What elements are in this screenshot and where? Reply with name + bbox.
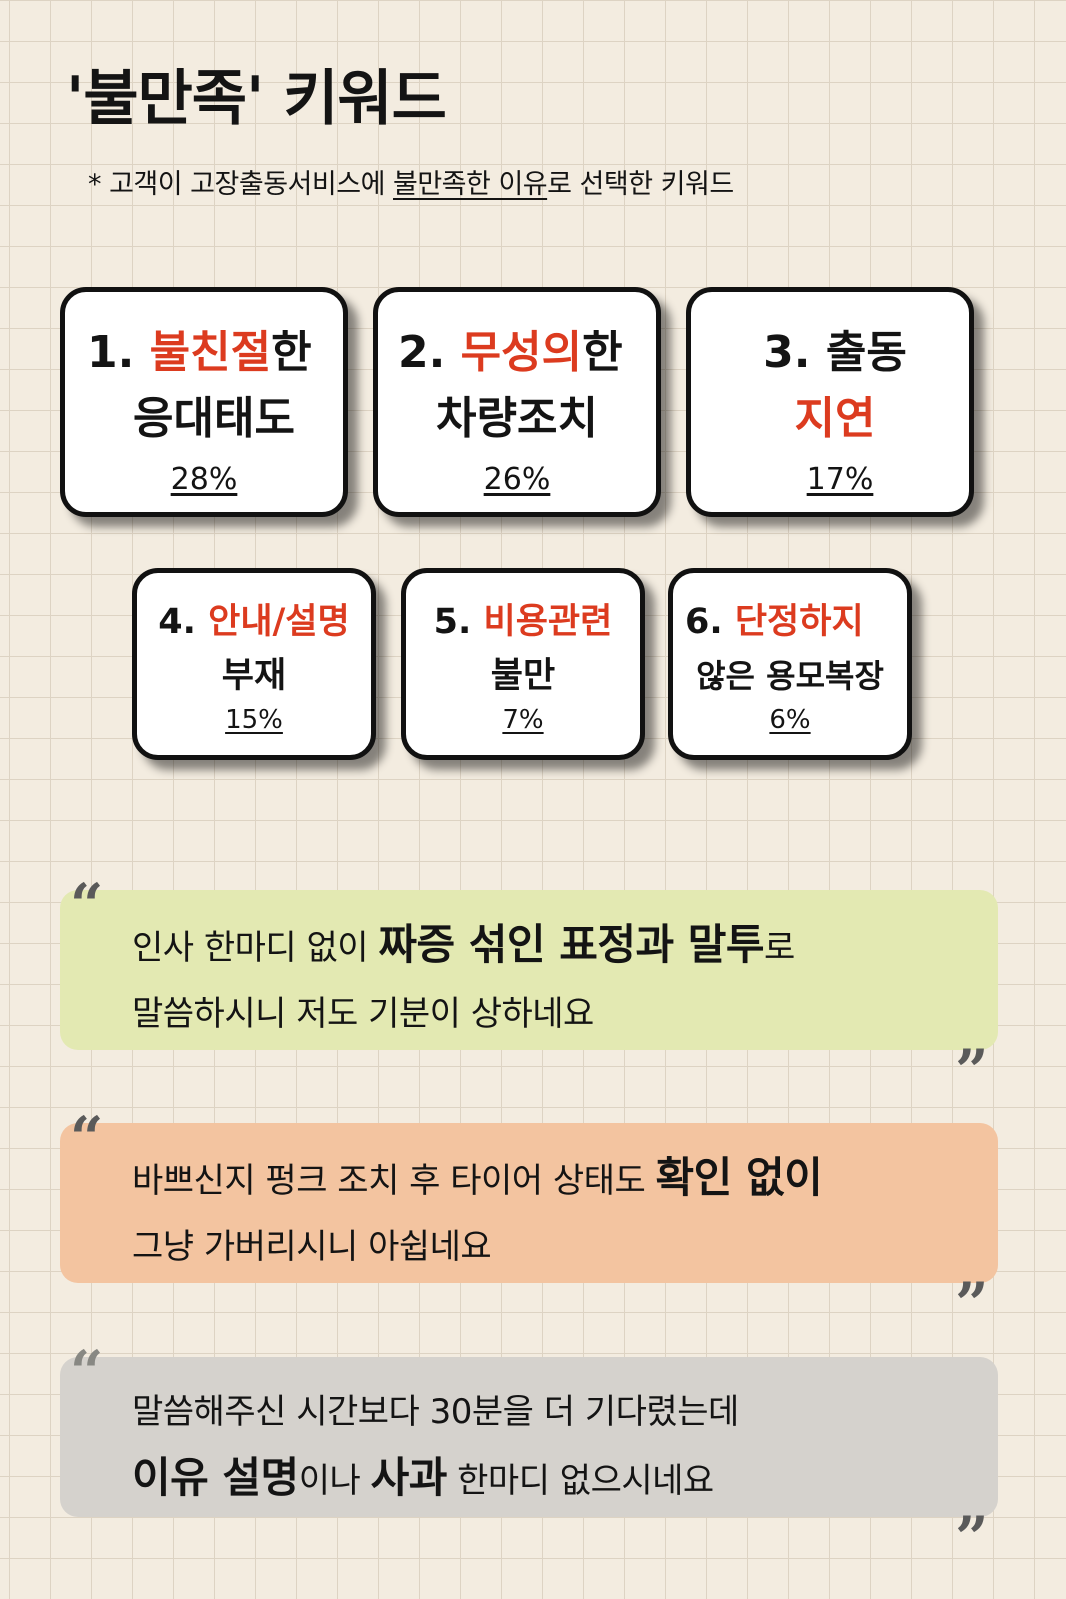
keyword-highlight: 무성의 [460,327,583,378]
keyword-percent: 26% [483,462,551,497]
keyword-line-1: 6. 단정하지 [673,595,907,649]
quote-emphasis: 이유 설명 [132,1453,299,1502]
keyword-card-3: 3. 출동 지연 17% [686,287,974,517]
quote-emphasis: 사과 [370,1453,448,1502]
quote-text: 이나 [298,1461,371,1501]
keyword-line-1: 4. 안내/설명 [137,595,371,649]
quote-box-1: “ 인사 한마디 없이 짜증 섞인 표정과 말투로 말씀하시니 저도 기분이 상… [60,876,998,1100]
keyword-line-1: 1. 불친절한 [65,320,343,386]
keyword-line-2: 불만 [490,656,556,696]
subtitle-suffix: 로 선택한 키워드 [547,169,734,200]
keyword-percent: 7% [502,705,544,735]
keyword-line-1: 3. 출동 [691,320,969,386]
keyword-highlight: 단정하지 [734,602,864,642]
subtitle-prefix: * 고객이 고장출동서비스에 [88,169,393,200]
keyword-rank: 3. [763,327,811,378]
keyword-card-4: 4. 안내/설명 부재 15% [132,568,376,760]
keyword-percent: 17% [806,462,874,497]
keyword-highlight: 비용관련 [483,602,613,642]
keyword-text: 한 [271,327,312,378]
keyword-line-2: 않은 용모복장 [696,657,884,695]
keyword-rank: 1. [87,327,135,378]
keyword-card-5: 5. 비용관련 불만 7% [401,568,645,760]
quote-line-1: 바쁘신지 펑크 조치 후 타이어 상태도 확인 없이 [132,1145,998,1214]
keyword-text: 출동 [825,327,907,378]
quote-emphasis: 짜증 섞인 표정과 말투 [378,920,765,969]
subtitle-underlined: 불만족한 이유 [393,169,548,200]
quote-line-2: 이유 설명이나 사과 한마디 없으시네요 [132,1445,998,1514]
page-title: '불만족' 키워드 [66,64,447,134]
keyword-highlight: 지연 [794,393,876,444]
quote-box-2: “ 바쁘신지 펑크 조치 후 타이어 상태도 확인 없이 그냥 가버리시니 아쉽… [60,1109,998,1333]
open-quote-icon: “ [70,871,103,939]
quote-box-3: “ 말씀해주신 시간보다 30분을 더 기다렸는데 이유 설명이나 사과 한마디… [60,1343,998,1567]
keyword-card-6: 6. 단정하지 않은 용모복장 6% [668,568,912,760]
keyword-card-1: 1. 불친절한 응대태도 28% [60,287,348,517]
keyword-line-2: 응대태도 [133,393,295,444]
open-quote-icon: “ [70,1338,103,1406]
quote-line-1: 말씀해주신 시간보다 30분을 더 기다렸는데 [132,1392,739,1432]
keyword-line-1: 2. 무성의한 [378,320,656,386]
open-quote-icon: “ [70,1104,103,1172]
keyword-rank: 5. [433,602,472,642]
keyword-line-2: 부재 [221,656,287,696]
close-quote-icon: ” [955,1037,988,1105]
quote-line-2: 말씀하시니 저도 기분이 상하네요 [132,994,594,1034]
quote-line-1: 인사 한마디 없이 짜증 섞인 표정과 말투로 [132,912,998,981]
keyword-card-2: 2. 무성의한 차량조치 26% [373,287,661,517]
keyword-percent: 28% [170,462,238,497]
keyword-rank: 6. [685,602,723,642]
quote-emphasis: 확인 없이 [655,1153,823,1202]
keyword-line-1: 5. 비용관련 [406,595,640,649]
keyword-text: 한 [582,327,623,378]
quote-text: 한마디 없으시네요 [446,1461,714,1501]
keyword-rank: 4. [158,602,196,642]
keyword-percent: 6% [769,705,811,735]
quote-text: 바쁘신지 펑크 조치 후 타이어 상태도 [132,1161,656,1201]
quote-text: 로 [764,928,795,968]
quote-text: 인사 한마디 없이 [132,928,379,968]
subtitle: * 고객이 고장출동서비스에 불만족한 이유로 선택한 키워드 [88,162,734,201]
keyword-highlight: 안내/설명 [208,602,350,642]
keyword-highlight: 불친절 [149,327,272,378]
close-quote-icon: ” [955,1504,988,1572]
keyword-line-2: 차량조치 [436,393,598,444]
close-quote-icon: ” [955,1270,988,1338]
keyword-percent: 15% [225,705,283,735]
keyword-rank: 2. [398,327,446,378]
quote-line-2: 그냥 가버리시니 아쉽네요 [132,1227,492,1267]
